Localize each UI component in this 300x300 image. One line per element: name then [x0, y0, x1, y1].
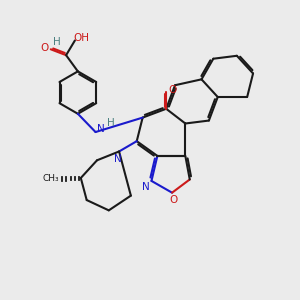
Text: H: H [107, 118, 115, 128]
Text: CH₃: CH₃ [43, 174, 59, 183]
Text: O: O [40, 43, 48, 53]
Text: N: N [114, 154, 122, 164]
Text: O: O [169, 195, 178, 205]
Text: N: N [97, 124, 105, 134]
Text: N: N [142, 182, 149, 192]
Text: H: H [53, 37, 61, 47]
Text: O: O [169, 85, 177, 95]
Text: OH: OH [74, 33, 89, 43]
